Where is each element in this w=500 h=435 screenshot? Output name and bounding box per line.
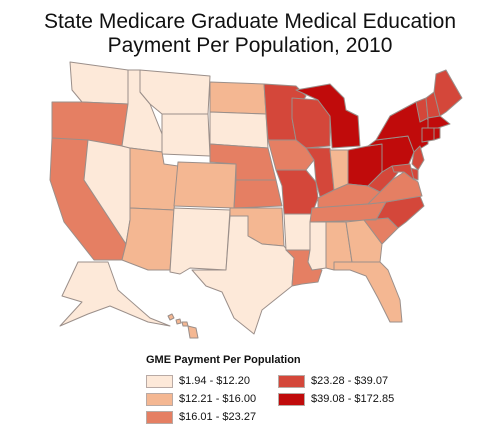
state-mississippi [307,221,327,271]
legend-swatch-4 [278,374,305,388]
state-massachusetts [427,115,451,129]
state-washington [69,61,129,105]
legend-label-1: $1.94 - $12.20 [179,375,250,387]
legend-label-4: $23.28 - $39.07 [311,375,389,387]
state-wyoming [161,113,211,157]
legend-item-3: $16.01 - $23.27 [146,410,256,424]
state-utah [129,147,179,211]
legend-label-5: $39.08 - $172.85 [311,393,395,405]
state-south-dakota [209,111,269,149]
legend-item-5: $39.08 - $172.85 [278,392,394,406]
legend-swatch-5 [278,392,305,406]
states-layer [49,61,463,339]
legend-swatch-3 [146,410,173,424]
map-legend: GME Payment Per Population $1.94 - $12.2… [146,354,446,424]
state-maryland [391,163,415,181]
title-line-1: State Medicare Graduate Medical Educatio… [43,10,457,33]
state-georgia [345,219,383,263]
state-texas [191,215,295,335]
state-hawaii [167,313,199,339]
legend-title: GME Payment Per Population [146,354,301,366]
legend-item-1: $1.94 - $12.20 [146,374,250,388]
legend-swatch-1 [146,374,173,388]
legend-swatch-2 [146,392,173,406]
state-florida [333,261,403,323]
legend-item-4: $23.28 - $39.07 [278,374,388,388]
state-alaska [59,261,171,327]
legend-label-2: $12.21 - $16.00 [179,393,257,405]
legend-item-2: $12.21 - $16.00 [146,392,256,406]
state-new-mexico [169,207,231,275]
state-maine [433,69,463,117]
state-arkansas [283,213,313,251]
title-line-2: Payment Per Population, 2010 [107,34,393,57]
map-title: State Medicare Graduate Medical Educatio… [0,10,500,58]
state-arizona [121,207,175,271]
state-north-dakota [209,81,267,115]
state-michigan [295,83,361,149]
state-colorado [173,161,237,209]
state-rhode-island [433,127,441,141]
state-kansas [233,179,283,209]
state-missouri [275,169,319,215]
state-new-jersey [411,145,425,171]
legend-label-3: $16.01 - $23.27 [179,411,257,423]
state-new-york [375,101,429,153]
state-connecticut [421,127,435,143]
